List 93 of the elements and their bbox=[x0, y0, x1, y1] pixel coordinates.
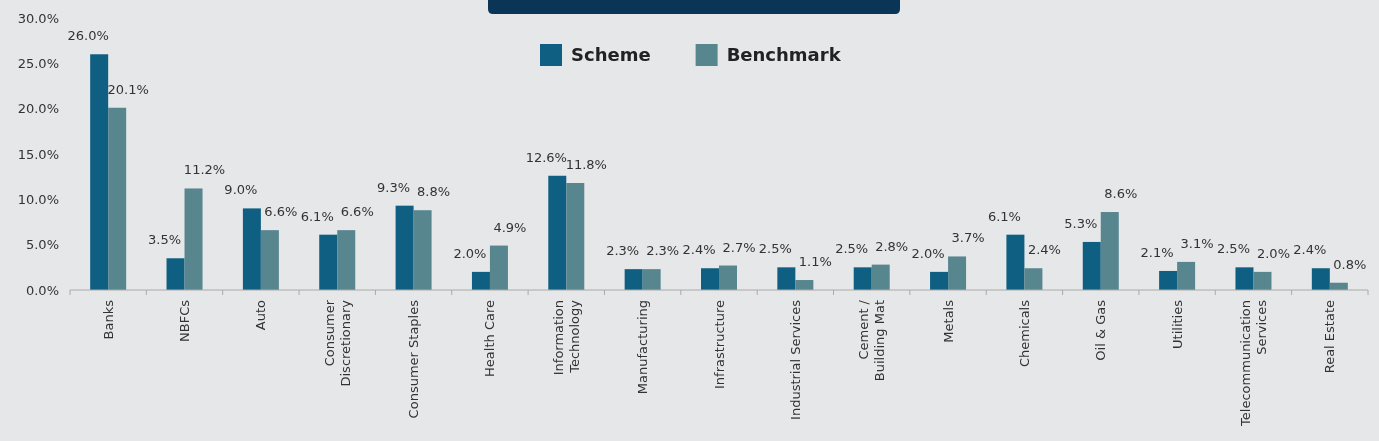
legend-label: Benchmark bbox=[726, 44, 842, 65]
bar bbox=[319, 234, 338, 290]
x-tick-label: Consumer Discretionary bbox=[321, 299, 353, 387]
x-tick-label: Cement / Building Mat bbox=[856, 299, 888, 382]
bar bbox=[1253, 271, 1272, 290]
x-tick-label: Real Estate bbox=[1322, 300, 1338, 374]
data-label: 6.1% bbox=[987, 208, 1021, 224]
data-label: 2.1% bbox=[1140, 244, 1174, 260]
bar bbox=[395, 205, 414, 290]
bar bbox=[548, 175, 567, 290]
data-label: 11.8% bbox=[565, 157, 607, 173]
bar bbox=[489, 245, 508, 290]
bar bbox=[90, 54, 109, 290]
data-label: 4.9% bbox=[493, 219, 527, 235]
bar bbox=[795, 280, 814, 290]
data-label: 2.5% bbox=[758, 241, 792, 257]
bar bbox=[337, 230, 356, 290]
bar bbox=[260, 230, 279, 290]
bar bbox=[1311, 268, 1330, 290]
x-tick-label: Chemicals bbox=[1016, 299, 1032, 368]
data-label: 2.0% bbox=[911, 245, 945, 261]
y-tick-label: 5.0% bbox=[25, 237, 59, 253]
legend-label: Scheme bbox=[571, 44, 651, 65]
x-tick-label: Metals bbox=[940, 299, 956, 343]
data-label: 1.1% bbox=[798, 254, 832, 270]
data-label: 2.5% bbox=[1216, 241, 1250, 257]
x-tick-label: Consumer Staples bbox=[406, 299, 422, 419]
data-label: 3.5% bbox=[148, 232, 182, 248]
data-label: 0.8% bbox=[1333, 256, 1367, 272]
x-tick-label: Banks bbox=[100, 299, 116, 340]
y-tick-label: 0.0% bbox=[25, 282, 59, 298]
bar bbox=[471, 271, 490, 290]
data-label: 3.7% bbox=[951, 230, 985, 246]
data-label: 3.1% bbox=[1180, 235, 1214, 251]
data-label: 6.6% bbox=[264, 204, 298, 220]
bar bbox=[948, 256, 967, 290]
bar bbox=[871, 264, 890, 290]
x-tick-label: Health Care bbox=[482, 300, 498, 377]
bar bbox=[1159, 270, 1178, 290]
bar bbox=[1006, 234, 1025, 290]
data-label: 26.0% bbox=[67, 28, 109, 44]
x-tick-label: NBFCs bbox=[177, 299, 193, 342]
x-tick-label: Information Technology bbox=[550, 299, 582, 376]
x-tick-label: Infrastructure bbox=[711, 300, 727, 389]
y-tick-label: 30.0% bbox=[17, 10, 59, 26]
data-label: 5.3% bbox=[1064, 215, 1098, 231]
x-tick-label: Utilities bbox=[1169, 299, 1185, 349]
data-label: 8.6% bbox=[1104, 186, 1138, 202]
x-tick-label: Manufacturing bbox=[635, 300, 651, 395]
x-tick-label: Telecommunication Services bbox=[1237, 299, 1269, 427]
y-tick-label: 15.0% bbox=[17, 146, 59, 162]
x-tick-label: Auto bbox=[253, 299, 269, 331]
bar bbox=[242, 208, 261, 290]
data-label: 2.3% bbox=[606, 243, 640, 259]
y-tick-label: 20.0% bbox=[17, 101, 59, 117]
data-label: 6.6% bbox=[340, 204, 374, 220]
data-label: 2.5% bbox=[835, 241, 869, 257]
bar bbox=[930, 271, 949, 290]
bar bbox=[166, 258, 185, 290]
bar bbox=[777, 267, 796, 290]
data-label: 2.7% bbox=[722, 239, 756, 255]
data-label: 2.4% bbox=[1027, 242, 1061, 258]
data-label: 9.3% bbox=[377, 179, 411, 195]
data-label: 2.8% bbox=[875, 238, 909, 254]
bar bbox=[1177, 261, 1196, 290]
bar bbox=[184, 188, 203, 290]
data-label: 20.1% bbox=[107, 81, 149, 97]
bar bbox=[413, 210, 432, 290]
data-label: 2.4% bbox=[682, 242, 716, 258]
data-label: 12.6% bbox=[525, 149, 567, 165]
bar bbox=[1235, 267, 1254, 290]
bar bbox=[853, 267, 872, 290]
data-label: 6.1% bbox=[300, 208, 334, 224]
bar bbox=[642, 269, 661, 290]
data-label: 11.2% bbox=[183, 162, 226, 178]
bar bbox=[108, 107, 127, 290]
data-label: 9.0% bbox=[224, 182, 258, 198]
bar bbox=[624, 269, 643, 290]
bar bbox=[1024, 268, 1043, 290]
bar bbox=[566, 183, 585, 290]
data-label: 2.4% bbox=[1293, 242, 1327, 258]
bar bbox=[1082, 241, 1101, 290]
bar bbox=[701, 268, 719, 290]
y-tick-label: 25.0% bbox=[17, 55, 59, 71]
data-label: 2.0% bbox=[1256, 245, 1290, 261]
x-tick-label: Oil & Gas bbox=[1093, 299, 1109, 361]
y-tick-label: 10.0% bbox=[17, 191, 59, 207]
bar bbox=[1100, 212, 1119, 290]
x-tick-label: Industrial Services bbox=[787, 299, 803, 420]
data-label: 2.0% bbox=[453, 245, 487, 261]
data-label: 8.8% bbox=[417, 184, 451, 200]
data-label: 2.3% bbox=[646, 243, 680, 259]
bar bbox=[719, 265, 737, 290]
